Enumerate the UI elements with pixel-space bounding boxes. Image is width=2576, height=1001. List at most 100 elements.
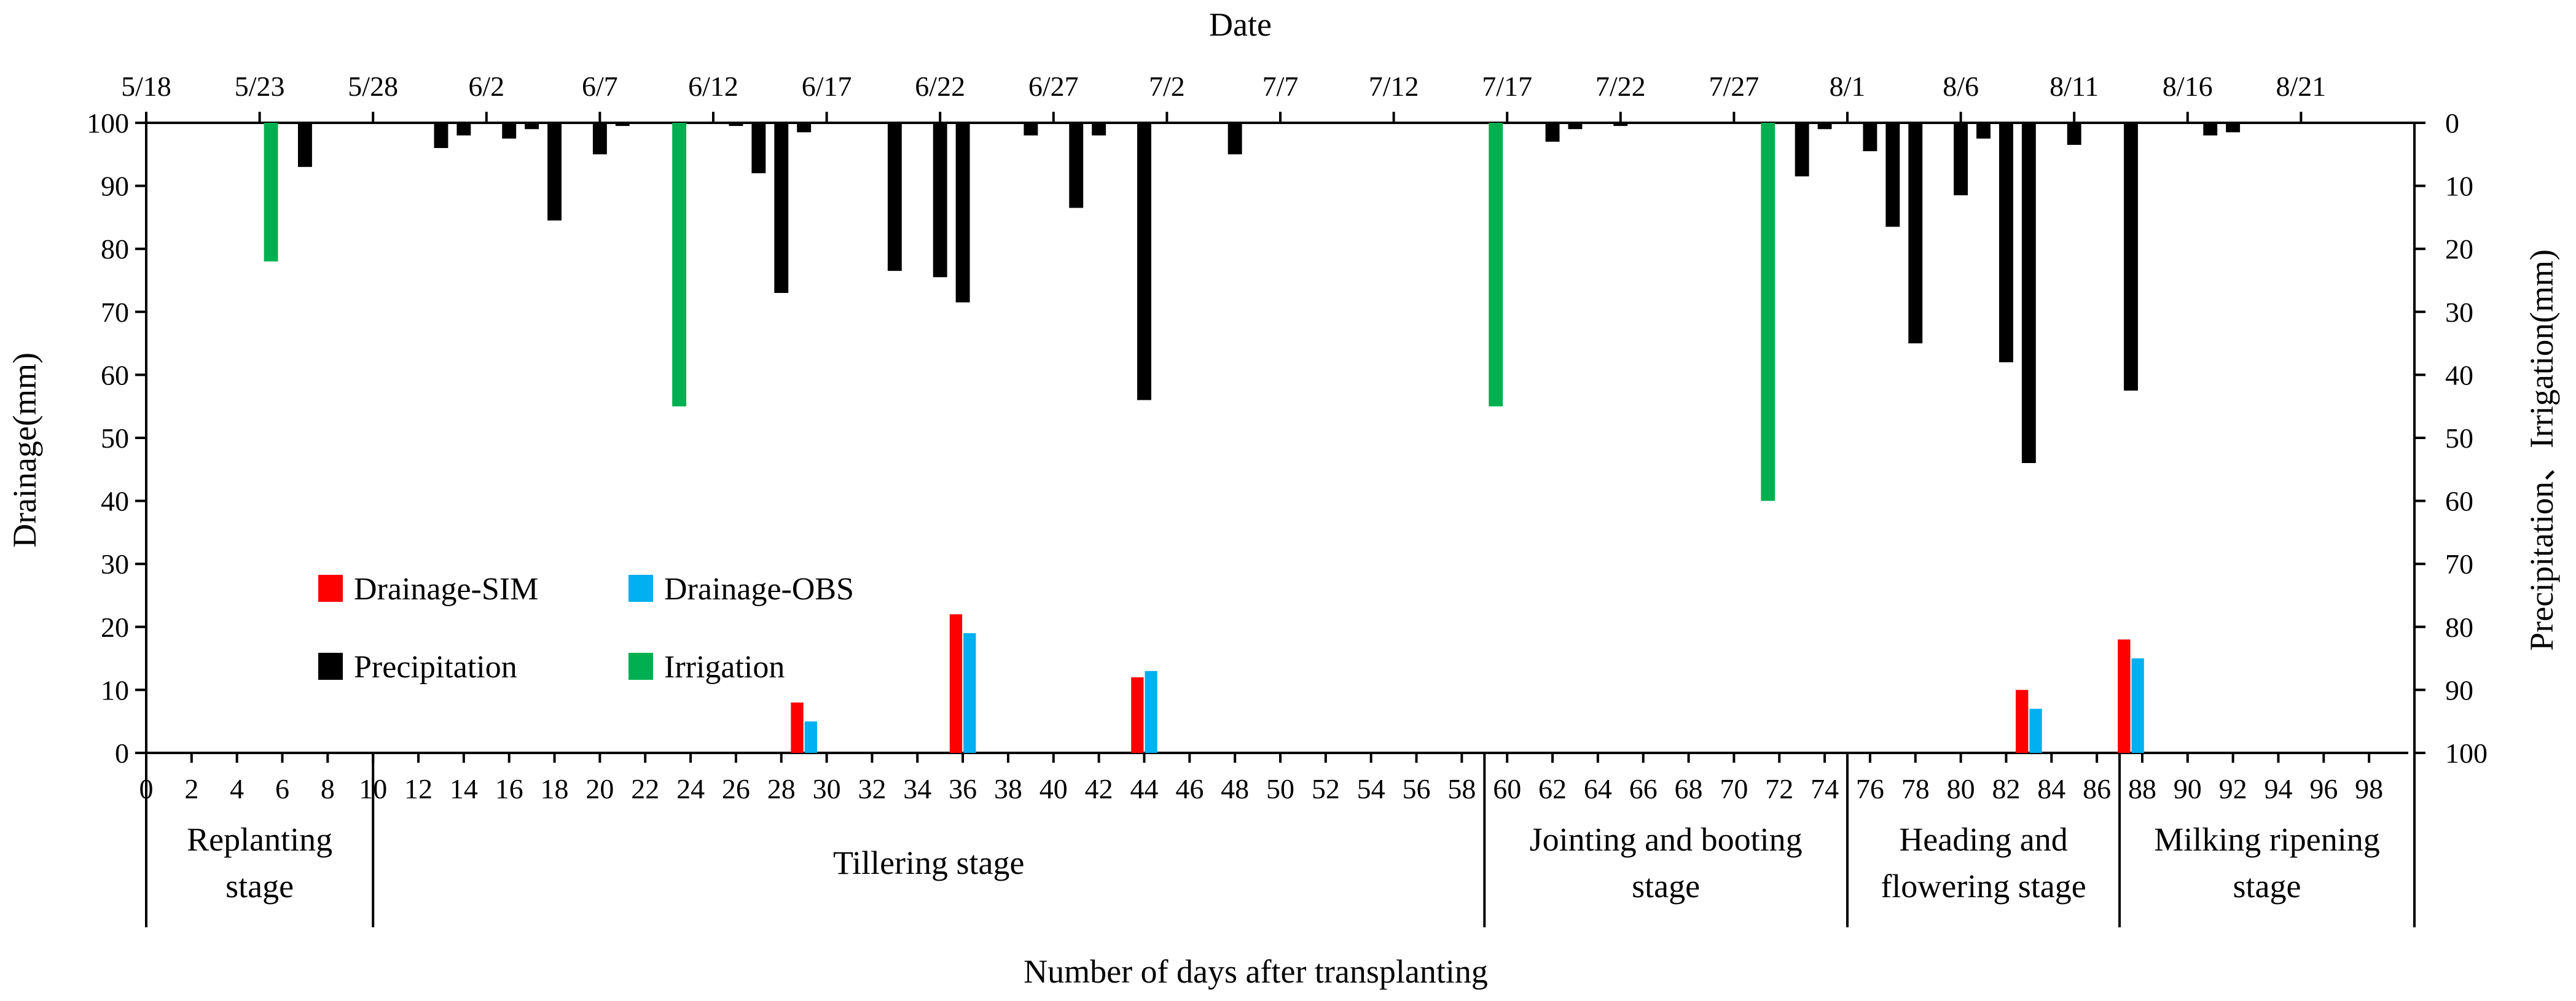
right-tick-label: 0 — [2445, 107, 2459, 139]
bar-irrigation — [1489, 123, 1503, 407]
bar-precipitation — [797, 123, 812, 133]
bar-precipitation — [547, 123, 562, 221]
bar-precipitation — [1817, 123, 1832, 130]
bottom-tick-label: 22 — [631, 773, 659, 804]
bottom-tick-label: 32 — [858, 773, 886, 804]
left-axis-title: Drainage(mm) — [6, 352, 43, 548]
top-tick-label: 6/7 — [582, 71, 618, 102]
left-tick-label: 60 — [101, 359, 129, 391]
right-tick-label: 50 — [2445, 423, 2473, 454]
bar-drainage-obs — [2029, 709, 2042, 753]
bar-precipitation — [2067, 123, 2081, 145]
legend-swatch-precipitation — [318, 653, 343, 680]
legend: Drainage-SIM Drainage-OBS Precipitation … — [318, 572, 854, 685]
bottom-tick-label: 84 — [2037, 773, 2065, 804]
bar-drainage-obs — [804, 721, 817, 753]
left-tick-label: 70 — [101, 297, 129, 328]
stage-label: stage — [1632, 868, 1700, 905]
stage-label: Heading and — [1899, 821, 2067, 858]
bottom-tick-label: 24 — [676, 773, 705, 804]
bottom-tick-label: 26 — [722, 773, 750, 804]
bottom-tick-label: 30 — [813, 773, 841, 804]
bottom-tick-label: 92 — [2219, 773, 2247, 804]
bar-precipitation — [525, 123, 539, 130]
bottom-tick-label: 94 — [2264, 773, 2292, 804]
bar-precipitation — [1863, 123, 1877, 152]
bar-precipitation — [297, 123, 312, 167]
bar-precipitation — [887, 123, 902, 271]
bottom-tick-label: 28 — [767, 773, 796, 804]
bottom-tick-label: 8 — [321, 773, 335, 804]
stage-label: Tillering stage — [833, 844, 1025, 881]
right-tick-label: 100 — [2445, 738, 2488, 769]
bar-drainage-obs — [1145, 671, 1157, 753]
bar-precipitation — [615, 123, 630, 127]
bar-precipitation — [955, 123, 970, 303]
left-tick-label: 10 — [101, 674, 129, 706]
bottom-tick-label: 12 — [404, 773, 433, 804]
bar-precipitation — [1137, 123, 1151, 400]
top-tick-label: 6/17 — [802, 71, 852, 102]
bar-precipitation — [751, 123, 766, 174]
stage-label: Milking ripening — [2154, 821, 2379, 858]
top-tick-label: 5/28 — [348, 71, 398, 102]
bar-precipitation — [1092, 123, 1106, 136]
bar-precipitation — [502, 123, 517, 139]
bottom-tick-label: 48 — [1221, 773, 1249, 804]
bottom-tick-label: 50 — [1266, 773, 1294, 804]
bottom-tick-label: 60 — [1493, 773, 1521, 804]
top-tick-label: 7/17 — [1482, 71, 1532, 102]
right-axis-title: Precipitation、Irrigation(mm) — [2523, 249, 2560, 651]
top-tick-label: 5/23 — [235, 71, 285, 102]
left-tick-label: 80 — [101, 233, 129, 265]
bottom-tick-label: 88 — [2128, 773, 2156, 804]
top-tick-label: 7/27 — [1709, 71, 1760, 102]
left-tick-label: 90 — [101, 171, 129, 202]
bar-precipitation — [1568, 123, 1583, 130]
bottom-tick-label: 58 — [1447, 773, 1476, 804]
top-tick-label: 8/16 — [2163, 71, 2213, 102]
bar-drainage-sim — [949, 614, 963, 753]
bar-irrigation — [672, 123, 687, 407]
top-tick-label: 7/2 — [1149, 71, 1185, 102]
bar-precipitation — [1908, 123, 1923, 344]
right-tick-label: 70 — [2445, 548, 2473, 580]
left-tick-label: 100 — [87, 107, 129, 139]
bottom-tick-label: 68 — [1675, 773, 1703, 804]
stage-label: Jointing and booting — [1530, 821, 1803, 858]
left-tick-label: 40 — [101, 486, 129, 517]
bottom-tick-label: 96 — [2309, 773, 2338, 804]
bar-precipitation — [2021, 123, 2036, 464]
stage-label: flowering stage — [1881, 868, 2086, 905]
bar-precipitation — [933, 123, 947, 278]
bar-precipitation — [1954, 123, 1968, 195]
bottom-tick-label: 98 — [2355, 773, 2383, 804]
top-axis-title: Date — [1209, 6, 1272, 43]
top-tick-label: 8/21 — [2276, 71, 2327, 102]
stage-label: stage — [2233, 868, 2301, 905]
bars-group — [264, 123, 2241, 753]
bar-precipitation — [1613, 123, 1628, 127]
bar-precipitation — [2203, 123, 2218, 136]
bottom-tick-label: 54 — [1357, 773, 1385, 804]
right-tick-label: 20 — [2445, 233, 2473, 265]
legend-swatch-drainage-obs — [628, 575, 653, 602]
bottom-tick-label: 72 — [1765, 773, 1793, 804]
bar-irrigation — [264, 123, 278, 262]
bottom-tick-label: 86 — [2083, 773, 2111, 804]
top-tick-label: 6/2 — [468, 71, 504, 102]
bar-drainage-obs — [2131, 658, 2144, 753]
bar-precipitation — [1999, 123, 2013, 362]
bottom-axis-title: Number of days after transplanting — [1024, 953, 1488, 990]
top-tick-label: 6/12 — [688, 71, 738, 102]
bar-precipitation — [1069, 123, 1084, 208]
bottom-tick-label: 38 — [994, 773, 1022, 804]
left-tick-label: 20 — [101, 612, 129, 643]
bottom-tick-label: 70 — [1720, 773, 1748, 804]
bottom-tick-label: 90 — [2174, 773, 2202, 804]
bar-precipitation — [729, 123, 743, 127]
top-tick-label: 8/11 — [2049, 71, 2099, 102]
bar-drainage-sim — [2016, 690, 2029, 753]
